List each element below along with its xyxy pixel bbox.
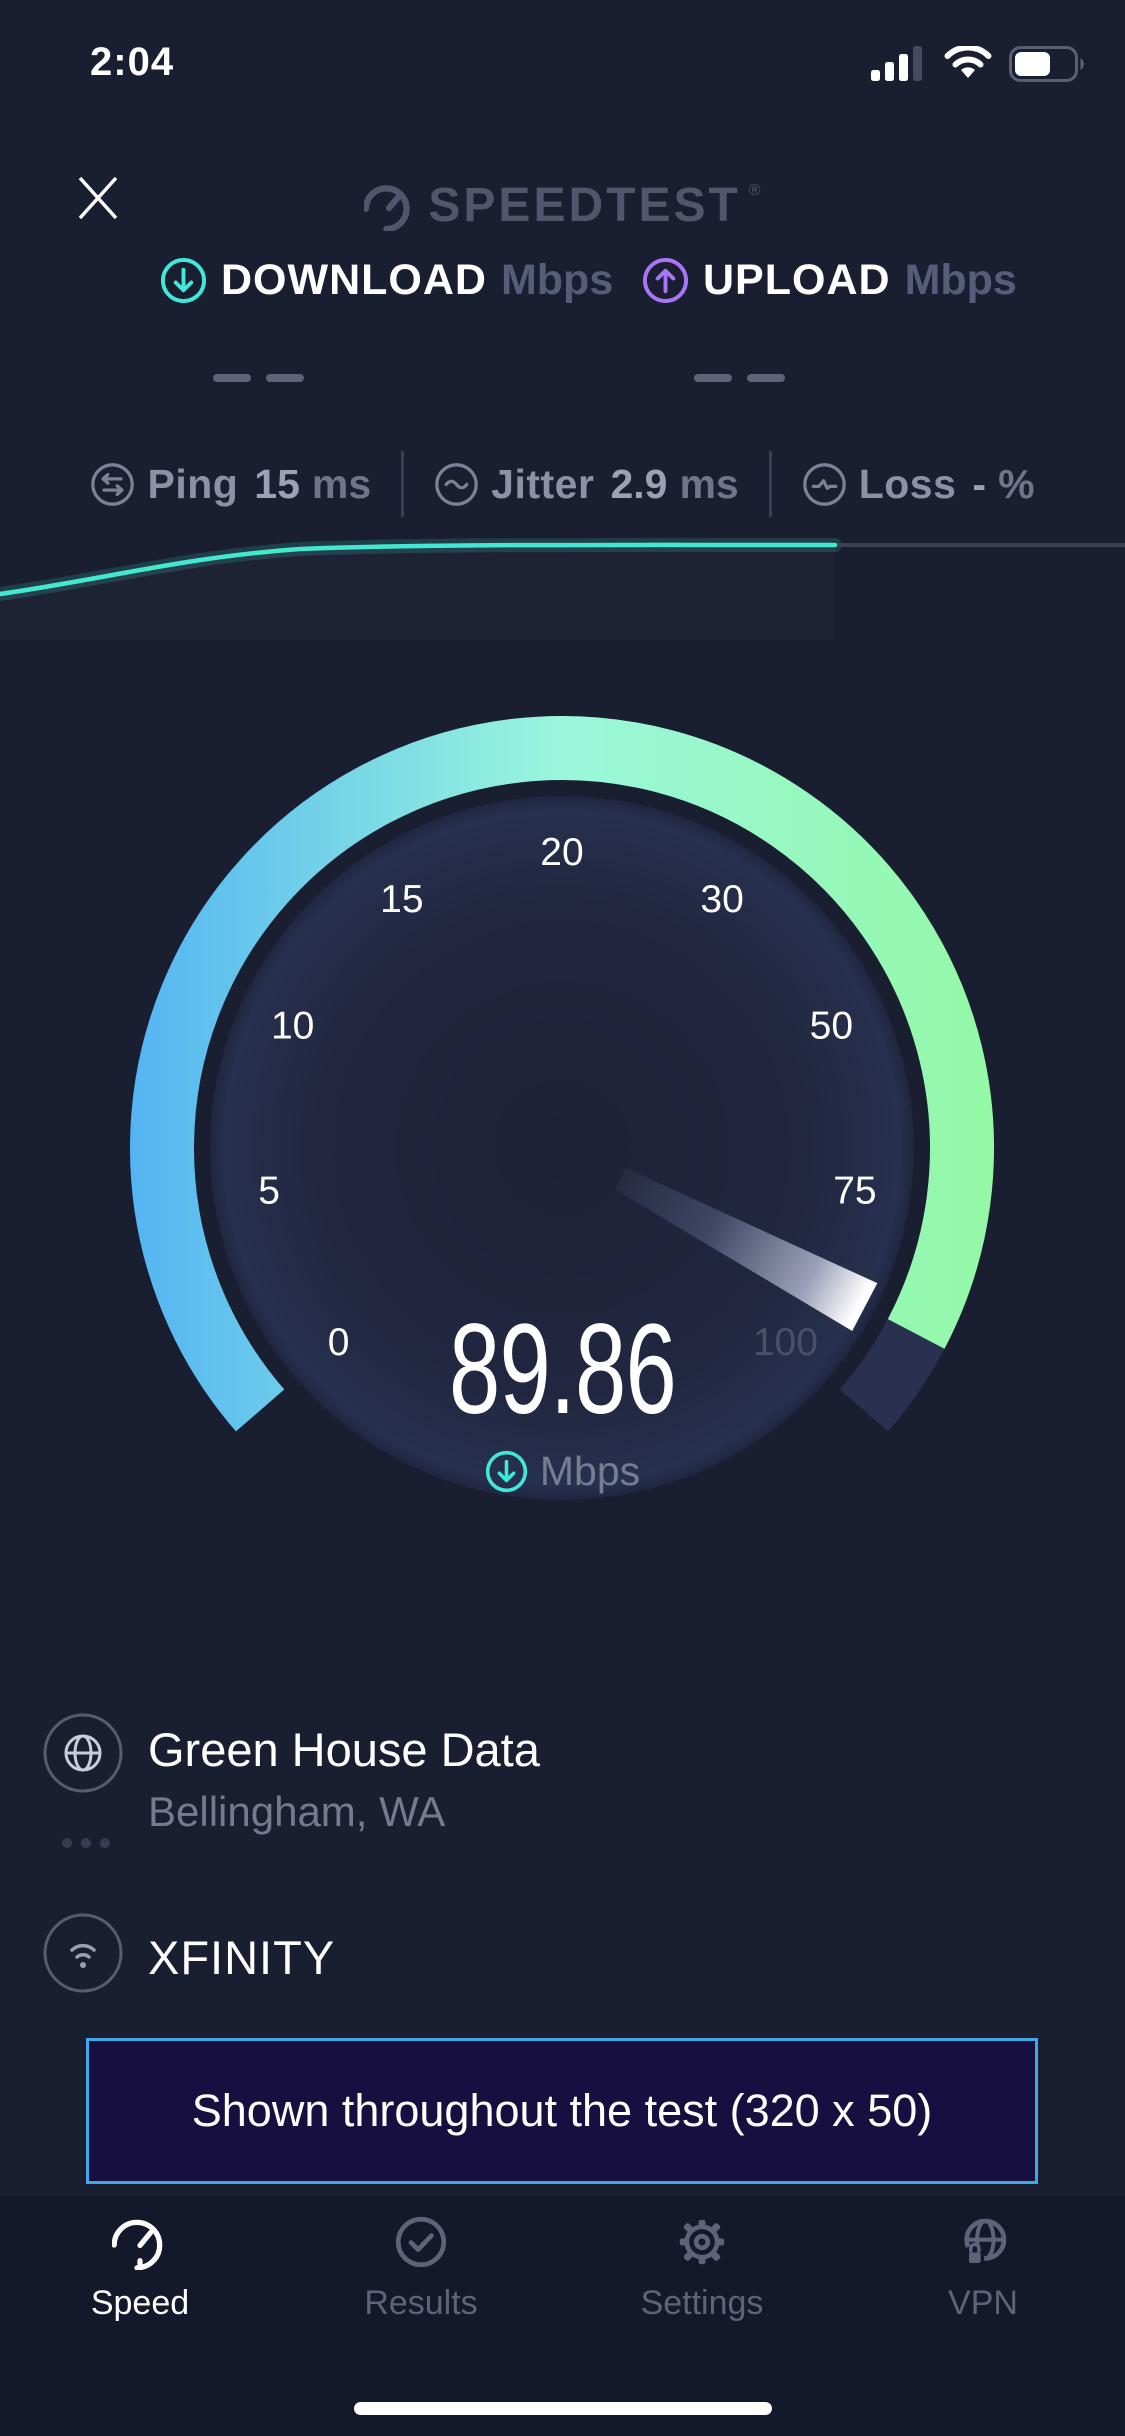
close-button[interactable] <box>70 170 126 226</box>
speed-gauge: 0 5 10 15 20 30 50 75 100 <box>130 716 994 1500</box>
speedtest-logo: SPEEDTEST ® <box>0 178 1125 233</box>
status-icons <box>871 46 1087 82</box>
tab-speed[interactable]: Speed <box>50 2214 230 2323</box>
gauge-scale-label: 50 <box>810 1004 853 1047</box>
jitter-value: 2.9 <box>610 460 668 507</box>
tab-label: VPN <box>948 2284 1018 2322</box>
upload-arrow-icon <box>642 257 689 303</box>
jitter-group: Jitter 2.9 ms <box>434 461 739 508</box>
ping-unit: ms <box>311 460 372 507</box>
speed-gauge-icon <box>112 2219 163 2270</box>
upload-value-placeholder <box>694 374 785 382</box>
gauge-arc-filled <box>130 716 994 1432</box>
gauge-needle <box>614 1168 878 1331</box>
dash <box>266 374 304 382</box>
dash <box>747 374 785 382</box>
loss-unit: % <box>998 460 1035 507</box>
tab-settings[interactable]: Settings <box>612 2214 792 2323</box>
loss-label: Loss <box>858 460 957 507</box>
ping-label: Ping <box>147 460 239 507</box>
gauge-scale-label: 100 <box>753 1321 818 1364</box>
download-label: DOWNLOAD <box>221 255 487 304</box>
settings-gear-icon <box>679 2219 725 2265</box>
jitter-label: Jitter <box>491 460 595 507</box>
tab-results[interactable]: Results <box>331 2214 511 2323</box>
gauge-scale-label: 20 <box>540 831 583 874</box>
divider <box>768 451 772 517</box>
wifi-connection-icon <box>43 1913 123 1993</box>
vpn-globe-lock-icon <box>964 2218 1007 2266</box>
current-speed-unit-row: Mbps <box>0 1448 1125 1495</box>
gauge-scale-labels: 0 5 10 15 20 30 50 75 100 <box>258 831 876 1364</box>
isp-name: XFINITY <box>148 1931 336 1984</box>
upload-unit: Mbps <box>904 255 1017 304</box>
speedtest-gauge-icon <box>364 184 411 231</box>
gauge-arc-remainder <box>839 1318 945 1432</box>
cellular-signal-icon <box>871 46 922 81</box>
dot <box>100 1838 110 1848</box>
dash <box>213 374 251 382</box>
download-arrow-icon <box>485 1450 527 1493</box>
loss-icon <box>802 462 846 506</box>
dash <box>694 374 732 382</box>
logo-text: SPEEDTEST <box>428 179 741 232</box>
gauge-scale-label: 75 <box>833 1169 876 1212</box>
download-value-placeholder <box>213 374 304 382</box>
results-check-icon <box>395 2216 447 2268</box>
ping-icon <box>91 462 135 506</box>
dot <box>62 1838 72 1848</box>
tab-label: Results <box>364 2284 478 2322</box>
current-speed-unit: Mbps <box>539 1448 641 1494</box>
loss-value: - <box>972 460 987 507</box>
ping-group: Ping 15 ms <box>90 461 371 508</box>
tab-bar: Speed Results <box>0 2196 1125 2436</box>
gauge-scale-label: 5 <box>258 1169 280 1212</box>
download-metric-header: DOWNLOAD Mbps <box>160 256 613 304</box>
jitter-icon <box>435 462 478 506</box>
download-unit: Mbps <box>500 255 614 304</box>
speed-progress-sparkline <box>0 537 1125 601</box>
tab-vpn[interactable]: VPN <box>893 2214 1073 2323</box>
server-location: Bellingham, WA <box>148 1788 446 1835</box>
divider <box>401 451 405 517</box>
server-options-dots[interactable] <box>62 1838 110 1848</box>
upload-label: UPLOAD <box>703 255 891 304</box>
home-indicator[interactable] <box>354 2402 772 2415</box>
current-speed-value: 89.86 <box>448 1298 677 1441</box>
gauge-scale-label: 30 <box>700 878 743 921</box>
battery-icon <box>1009 46 1084 82</box>
globe-icon <box>43 1713 123 1793</box>
ad-banner-text: Shown throughout the test (320 x 50) <box>191 2085 933 2136</box>
jitter-unit: ms <box>679 460 739 507</box>
upload-metric-header: UPLOAD Mbps <box>642 256 1017 304</box>
close-icon <box>78 176 118 220</box>
latency-row: Ping 15 ms Jitter 2.9 ms Loss - % <box>0 450 1125 518</box>
loss-group: Loss - % <box>802 461 1035 508</box>
status-time: 2:04 <box>90 40 175 84</box>
tab-label: Speed <box>90 2284 190 2322</box>
ad-banner[interactable]: Shown throughout the test (320 x 50) <box>86 2038 1038 2184</box>
download-arrow-icon <box>160 257 207 303</box>
gauge-scale-label: 15 <box>380 878 423 921</box>
server-name: Green House Data <box>148 1723 540 1776</box>
wifi-icon <box>944 46 992 78</box>
dot <box>81 1838 91 1848</box>
logo-trademark: ® <box>748 182 761 199</box>
tab-label: Settings <box>640 2284 764 2322</box>
ping-value: 15 <box>254 460 300 507</box>
gauge-scale-label: 10 <box>271 1004 314 1047</box>
gauge-scale-label: 0 <box>328 1321 350 1364</box>
gauge-dial-face <box>210 796 914 1500</box>
